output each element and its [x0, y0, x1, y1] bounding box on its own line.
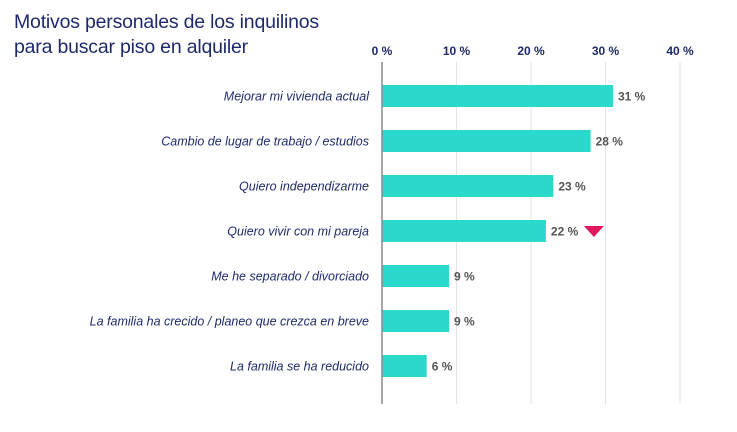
bar — [382, 85, 613, 107]
x-tick-label: 0 % — [372, 44, 393, 58]
bar — [382, 220, 546, 242]
category-label: Mejorar mi vivienda actual — [224, 90, 370, 104]
chart-title-line-2: para buscar piso en alquiler — [14, 36, 248, 58]
chart-title-line-1: Motivos personales de los inquilinos — [14, 11, 319, 33]
bar — [382, 175, 554, 197]
chart-title: Motivos personales de los inquilinos par… — [14, 10, 319, 60]
value-label: 28 % — [596, 135, 624, 149]
category-label: Cambio de lugar de trabajo / estudios — [161, 135, 369, 149]
category-label: Quiero vivir con mi pareja — [227, 225, 369, 239]
category-label: Me he separado / divorciado — [211, 270, 369, 284]
bar — [382, 310, 450, 332]
value-label: 23 % — [558, 180, 586, 194]
value-label: 9 % — [454, 270, 475, 284]
category-label: La familia ha crecido / planeo que crezc… — [90, 315, 369, 329]
x-tick-label: 10 % — [443, 44, 471, 58]
category-label: Quiero independizarme — [239, 180, 369, 194]
x-tick-label: 30 % — [592, 44, 620, 58]
value-label: 31 % — [618, 90, 646, 104]
x-tick-label: 40 % — [666, 44, 694, 58]
bar — [382, 130, 591, 152]
value-label: 6 % — [432, 360, 453, 374]
value-label: 9 % — [454, 315, 475, 329]
value-label: 22 % — [551, 225, 579, 239]
x-tick-label: 20 % — [517, 44, 545, 58]
category-label: La familia se ha reducido — [230, 360, 369, 374]
bar — [382, 355, 427, 377]
bar — [382, 265, 450, 287]
trend-down-icon — [583, 226, 604, 237]
